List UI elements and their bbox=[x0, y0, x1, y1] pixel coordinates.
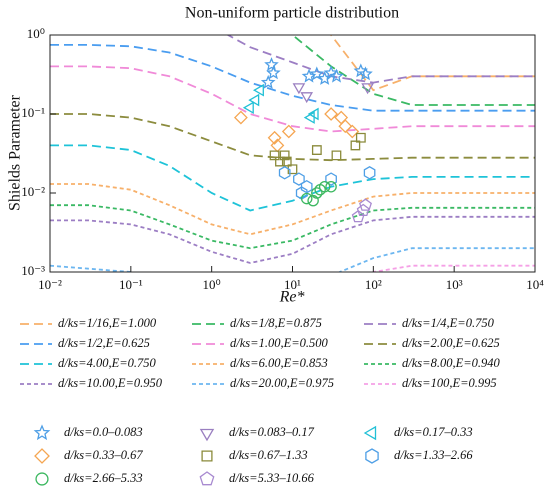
marker bbox=[281, 124, 296, 139]
marker bbox=[300, 179, 313, 194]
x-axis-label: Re* bbox=[279, 289, 305, 306]
legend-label: d/ks=0.083–0.17 bbox=[229, 425, 315, 439]
legend-label: d/ks=2.66–5.33 bbox=[64, 471, 143, 485]
legend-label: d/ks=20.00,E=0.975 bbox=[230, 376, 334, 390]
marker bbox=[314, 183, 326, 196]
marker bbox=[324, 107, 339, 121]
curve bbox=[50, 44, 535, 112]
plot-frame bbox=[49, 34, 536, 273]
legend-marker bbox=[363, 425, 377, 441]
marker bbox=[309, 66, 325, 81]
legend-marker bbox=[199, 428, 215, 442]
x-tick-label: 10³ bbox=[446, 277, 463, 292]
marker bbox=[300, 92, 314, 104]
curve bbox=[50, 144, 535, 212]
marker bbox=[278, 166, 291, 180]
legend-label: d/ks=4.00,E=0.750 bbox=[58, 356, 157, 370]
marker bbox=[358, 66, 373, 81]
marker bbox=[233, 110, 248, 125]
marker bbox=[361, 83, 374, 95]
legend-marker bbox=[365, 448, 379, 464]
marker bbox=[323, 65, 339, 80]
marker bbox=[329, 68, 344, 83]
legend-label: d/ks=100,E=0.995 bbox=[402, 376, 497, 390]
legend-label: d/ks=1.33–2.66 bbox=[394, 448, 473, 462]
marker bbox=[325, 180, 337, 193]
marker bbox=[293, 172, 305, 186]
marker bbox=[311, 145, 322, 155]
legend-marker bbox=[199, 471, 215, 486]
chart-title: Non-uniform particle distribution bbox=[185, 5, 399, 22]
marker bbox=[350, 140, 361, 151]
marker bbox=[248, 93, 260, 107]
marker bbox=[355, 132, 366, 143]
curve bbox=[50, 204, 535, 250]
legend-label: d/ks=0.17–0.33 bbox=[394, 425, 473, 439]
marker bbox=[292, 83, 306, 95]
legend-label: d/ks=0.67–1.33 bbox=[229, 448, 308, 462]
legend-label: d/ks=8.00,E=0.940 bbox=[402, 356, 501, 370]
legend-label: d/ks=1/2,E=0.625 bbox=[58, 336, 150, 350]
marker bbox=[270, 138, 285, 153]
y-tick-label: 10⁻² bbox=[21, 184, 45, 199]
legend-marker bbox=[201, 450, 213, 462]
y-tick-label: 10⁰ bbox=[27, 26, 45, 41]
legend-label: d/ks=10.00,E=0.950 bbox=[58, 376, 163, 390]
x-tick-label: 10⁻² bbox=[38, 277, 62, 292]
marker bbox=[356, 203, 370, 217]
x-tick-label: 10² bbox=[365, 277, 382, 292]
marker bbox=[242, 101, 254, 115]
y-axis-label: Shields Parameter bbox=[7, 94, 24, 211]
curve bbox=[50, 113, 535, 162]
legend-label: d/ks=1/4,E=0.750 bbox=[402, 316, 495, 330]
marker bbox=[266, 65, 281, 80]
marker bbox=[334, 110, 349, 125]
x-tick-label: 10¹ bbox=[284, 277, 301, 292]
legend-label: d/ks=1/16,E=1.000 bbox=[58, 316, 157, 330]
curve bbox=[226, 35, 535, 84]
marker bbox=[260, 74, 276, 89]
marker bbox=[269, 150, 280, 161]
legend-label: d/ks=2.00,E=0.625 bbox=[402, 336, 500, 350]
x-tick-label: 10⁰ bbox=[203, 277, 221, 292]
curve bbox=[50, 247, 535, 272]
marker bbox=[345, 124, 360, 139]
marker bbox=[264, 57, 279, 71]
legend-marker bbox=[35, 472, 49, 486]
marker bbox=[300, 192, 313, 205]
curve bbox=[50, 215, 535, 264]
legend-label: d/ks=1/8,E=0.875 bbox=[230, 316, 322, 330]
legend-label: d/ks=1.00,E=0.500 bbox=[230, 336, 329, 350]
x-tick-label: 10⁴ bbox=[526, 277, 544, 292]
y-tick-label: 10⁻³ bbox=[21, 263, 45, 278]
legend-label: d/ks=6.00,E=0.853 bbox=[230, 356, 328, 370]
marker bbox=[311, 187, 323, 199]
marker bbox=[351, 209, 365, 223]
marker bbox=[331, 150, 342, 161]
marker bbox=[281, 156, 292, 167]
legend-label: d/ks=0.33–0.67 bbox=[64, 448, 143, 462]
legend-marker bbox=[33, 424, 51, 441]
legend-label: d/ks=5.33–10.66 bbox=[229, 471, 315, 485]
marker bbox=[253, 83, 264, 97]
marker bbox=[287, 164, 298, 175]
marker bbox=[303, 111, 315, 124]
y-tick-label: 10⁻¹ bbox=[21, 105, 45, 120]
curve bbox=[50, 65, 535, 133]
marker bbox=[363, 166, 376, 180]
legend-label: d/ks=0.0–0.083 bbox=[64, 425, 143, 439]
legend-marker bbox=[34, 448, 50, 464]
curve bbox=[289, 35, 535, 106]
plot-area bbox=[50, 35, 535, 272]
x-tick-label: 10⁻¹ bbox=[119, 277, 143, 292]
marker bbox=[267, 130, 282, 145]
marker bbox=[359, 198, 372, 211]
